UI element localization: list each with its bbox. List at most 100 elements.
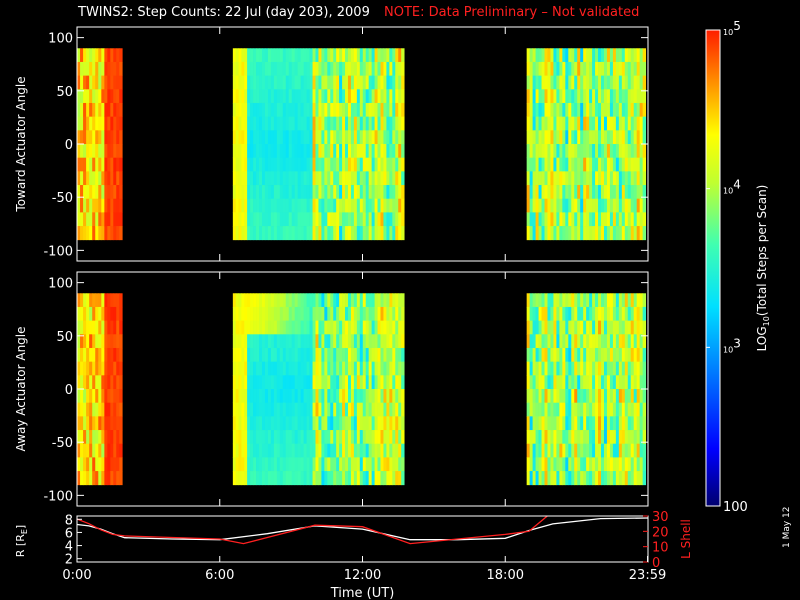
heatmap-cell [568,185,572,200]
heatmap-cell [264,116,269,131]
heatmap-cell [256,320,260,335]
heatmap-cell [383,293,387,308]
heatmap-cell [368,75,373,90]
heatmap-cell [541,306,545,322]
heatmap-cell [333,375,337,390]
heatmap-cell [113,416,117,431]
heatmap-cell [395,130,399,145]
heatmap-cell [232,198,237,213]
heatmap-cell [80,306,84,322]
heatmap-cell [568,171,572,186]
heatmap-cell [253,471,257,486]
heatmap-cell [550,116,554,131]
heatmap-cell [282,75,287,90]
heatmap-cell [601,157,605,172]
heatmap-cell [377,144,381,159]
heatmap-cell [259,130,263,145]
heatmap-cell [583,116,587,131]
y-tick-label: 0 [65,138,73,153]
heatmap-cell [639,443,644,458]
heatmap-cell [362,375,367,390]
heatmap-cell [83,430,87,445]
heatmap-cell [595,375,599,390]
heatmap-cell [339,416,343,431]
colorbar-tick-label: 103 [723,336,741,354]
heatmap-cell [541,130,545,145]
heatmap-cell [324,61,328,77]
heatmap-cell [116,144,120,159]
heatmap-cell [580,75,584,90]
heatmap-cell [107,443,111,458]
heatmap-cell [339,430,343,445]
heatmap-cell [339,293,343,308]
heatmap-cell [529,375,534,390]
heatmap-cell [333,389,337,404]
date-stamp: 1 May 12 [782,506,792,548]
heatmap-cell [574,293,578,308]
heatmap-cell [77,361,81,376]
heatmap-cell [583,89,587,104]
heatmap-cell [80,48,84,63]
heatmap-cell [609,48,614,63]
heatmap-cell [116,334,120,349]
heatmap-cell [550,430,554,445]
heatmap-cell [601,171,605,186]
heatmap-cell [101,471,105,486]
heatmap-cell [250,75,254,90]
heatmap-cell [589,347,593,363]
heatmap-cell [241,89,245,104]
heatmap-cell [371,306,375,322]
heatmap-cell [250,416,254,431]
heatmap-cell [630,402,635,417]
heatmap-cell [291,471,296,486]
heatmap-cell [342,61,346,77]
heatmap-cell [595,185,599,200]
heatmap-cell [276,185,281,200]
heatmap-cell [395,375,399,390]
heatmap-cell [386,171,390,186]
heatmap-cell [603,471,608,486]
heatmap-cell [253,320,257,335]
heatmap-cell [119,471,123,486]
heatmap-cell [374,416,378,431]
heatmap-cell [365,157,370,172]
heatmap-cell [107,361,111,376]
heatmap-cell [624,457,629,472]
heatmap-cell [98,198,102,213]
heatmap-cell [574,416,578,431]
heatmap-cell [86,75,90,90]
heatmap-cell [535,389,539,404]
heatmap-cell [113,102,117,118]
heatmap-cell [297,306,302,322]
heatmap-cell [556,347,560,363]
heatmap-cell [586,185,590,200]
heatmap-cell [264,102,269,118]
heatmap-cell [526,171,531,186]
heatmap-cell [353,48,358,63]
heatmap-cell [336,89,340,104]
heatmap-cell [353,457,358,472]
heatmap-cell [86,430,90,445]
heatmap-cell [547,402,551,417]
heatmap-cell [244,144,248,159]
heatmap-cell [350,375,355,390]
heatmap-cell [306,212,310,227]
heatmap-cell [535,61,539,77]
heatmap-cell [264,389,269,404]
heatmap-cell [315,306,319,322]
heatmap-cell [276,130,281,145]
heatmap-cell [309,457,313,472]
heatmap-cell [95,375,99,390]
heatmap-cell [312,171,316,186]
heatmap-cell [101,185,105,200]
heatmap-cell [270,226,275,241]
heatmap-cell [110,171,114,186]
heatmap-cell [636,75,641,90]
heatmap-cell [571,185,575,200]
heatmap-cell [95,212,99,227]
heatmap-cell [315,226,319,241]
heatmap-cell [261,443,266,458]
heatmap-cell [261,306,266,322]
heatmap-cell [95,416,99,431]
heatmap-cell [256,443,260,458]
